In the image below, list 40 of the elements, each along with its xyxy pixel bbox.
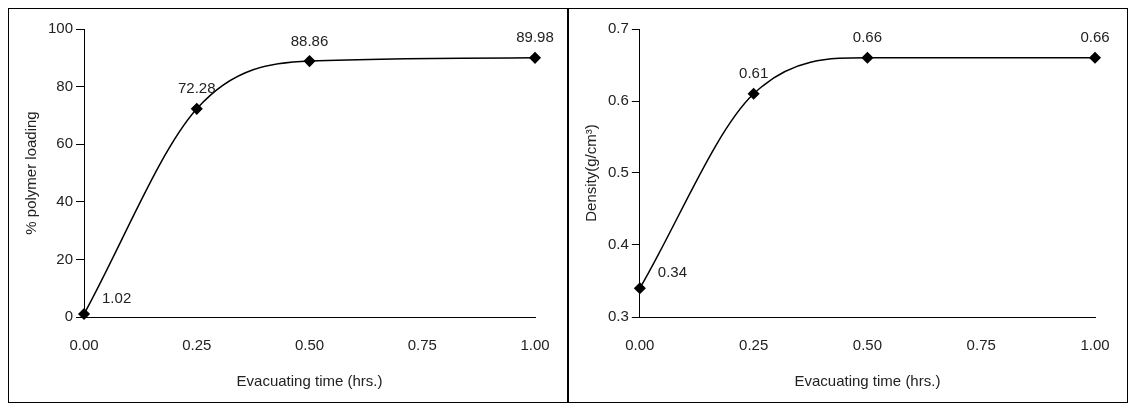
x-tick-label: 1.00: [520, 336, 550, 354]
y-tick-label: 0: [64, 307, 74, 325]
y-tick-label: 60: [56, 134, 74, 152]
y-tick-label: 100: [48, 19, 74, 37]
y-tick-label: 0.6: [607, 91, 629, 109]
y-tick-label: 0.7: [607, 19, 629, 37]
y-tick-label: 0.4: [607, 235, 629, 253]
point: [1089, 52, 1101, 64]
y-tick-label: 40: [56, 191, 74, 209]
data-label: 89.98: [516, 28, 554, 46]
point: [529, 52, 541, 64]
x-tick-label: 0.00: [625, 336, 655, 354]
x-tick-label: 0.00: [69, 336, 99, 354]
y-tick-label: 80: [56, 76, 74, 94]
point: [191, 103, 203, 115]
y-tick-label: 0.5: [607, 163, 629, 181]
x-tick-label: 0.50: [852, 336, 883, 354]
y-tick-label: 20: [56, 249, 74, 267]
x-tick-label: 0.25: [739, 336, 769, 354]
data-label: 0.61: [739, 64, 769, 82]
data-label: 0.34: [657, 262, 688, 280]
data-label: 0.66: [852, 28, 883, 46]
x-axis-title: Evacuating time (hrs.): [794, 372, 941, 390]
point: [747, 88, 760, 100]
data-label: 72.28: [178, 79, 216, 97]
data-label: 0.66: [1080, 28, 1110, 46]
x-tick-label: 0.75: [966, 336, 996, 354]
point: [303, 55, 316, 67]
y-axis-title: % polymer loading: [22, 111, 40, 235]
x-axis-title: Evacuating time (hrs.): [236, 372, 383, 390]
data-label: 1.02: [102, 288, 132, 306]
y-axis-title: Density(g/cm³): [582, 124, 600, 222]
x-tick-label: 0.50: [294, 336, 325, 354]
y-tick-label: 0.3: [607, 307, 629, 325]
data-label: 88.86: [290, 31, 329, 49]
point: [634, 282, 646, 294]
x-tick-label: 1.00: [1080, 336, 1110, 354]
x-tick-label: 0.25: [182, 336, 212, 354]
point: [861, 52, 874, 64]
x-tick-label: 0.75: [407, 336, 437, 354]
